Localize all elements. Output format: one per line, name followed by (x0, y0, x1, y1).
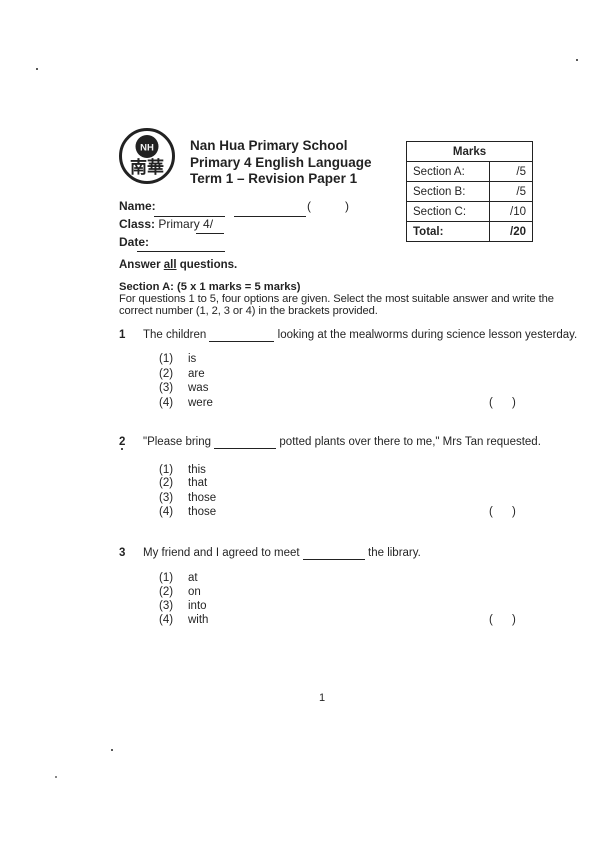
svg-text:南華: 南華 (130, 157, 164, 177)
svg-text:NH: NH (140, 143, 154, 154)
